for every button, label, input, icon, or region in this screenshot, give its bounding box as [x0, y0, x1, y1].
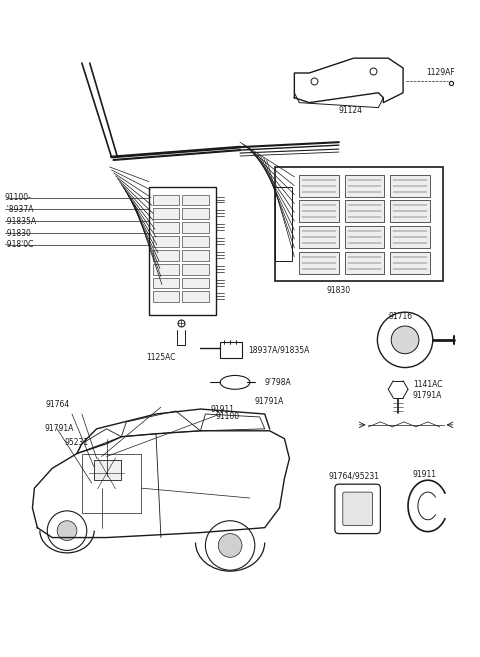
Text: -91830: -91830 [5, 229, 32, 238]
Text: 91764: 91764 [45, 399, 70, 409]
Text: 1129AF: 1129AF [426, 68, 455, 78]
Bar [182, 222, 209, 233]
Circle shape [205, 521, 255, 570]
Bar [390, 200, 430, 222]
Bar [153, 222, 179, 233]
Bar [275, 167, 443, 281]
Text: 91830: 91830 [327, 286, 351, 295]
Bar [182, 278, 209, 288]
Bar [182, 250, 209, 261]
FancyBboxPatch shape [343, 492, 372, 526]
Text: 1141AC: 1141AC [413, 380, 443, 389]
Ellipse shape [220, 375, 250, 390]
Bar [182, 236, 209, 247]
Bar [153, 194, 179, 206]
Bar [300, 252, 339, 274]
Bar [275, 187, 292, 261]
Bar [94, 461, 121, 480]
Bar [182, 194, 209, 206]
Bar [300, 175, 339, 196]
Bar [345, 252, 384, 274]
Text: -918'0C: -918'0C [5, 240, 34, 250]
Bar [153, 236, 179, 247]
Text: 91791A: 91791A [413, 391, 443, 399]
Text: 95231: 95231 [64, 438, 88, 447]
Bar [153, 208, 179, 219]
Text: -91835A: -91835A [5, 217, 37, 226]
Text: 1125AC: 1125AC [146, 353, 176, 362]
Bar [220, 342, 242, 357]
Bar [390, 226, 430, 248]
Text: 91100-: 91100- [5, 193, 32, 202]
Circle shape [391, 326, 419, 353]
Bar [153, 292, 179, 302]
Bar [390, 252, 430, 274]
Bar [300, 200, 339, 222]
Circle shape [218, 533, 242, 557]
Bar [153, 278, 179, 288]
Bar [182, 292, 209, 302]
Bar [153, 250, 179, 261]
Text: 91911: 91911 [413, 470, 437, 479]
Text: 9'798A: 9'798A [264, 378, 291, 387]
Circle shape [377, 312, 433, 367]
Bar [182, 208, 209, 219]
Text: 91716: 91716 [388, 311, 412, 321]
Text: 91764/95231: 91764/95231 [329, 472, 380, 481]
Text: -'8937A: -'8937A [5, 205, 34, 214]
Bar [345, 200, 384, 222]
Bar [82, 453, 141, 513]
FancyBboxPatch shape [335, 484, 380, 533]
Circle shape [57, 521, 77, 541]
Bar [345, 226, 384, 248]
Bar [390, 175, 430, 196]
Text: 18937A/91835A: 18937A/91835A [248, 345, 309, 354]
Text: 91791A: 91791A [44, 424, 73, 434]
Circle shape [47, 511, 87, 551]
Bar [153, 263, 179, 275]
Bar [345, 175, 384, 196]
Text: 91911: 91911 [210, 405, 234, 413]
Bar [149, 187, 216, 315]
Bar [300, 226, 339, 248]
Text: 91791A: 91791A [255, 397, 284, 405]
Bar [182, 263, 209, 275]
Text: 91100: 91100 [216, 413, 240, 421]
Text: 91124: 91124 [339, 106, 363, 115]
